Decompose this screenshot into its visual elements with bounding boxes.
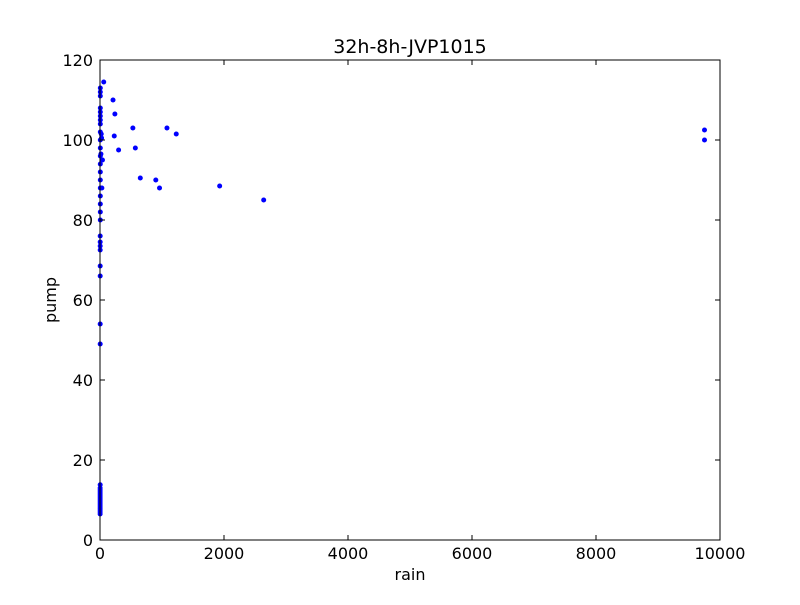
- data-point: [261, 197, 267, 203]
- data-point: [101, 79, 107, 85]
- data-point: [702, 137, 707, 143]
- data-point: [157, 185, 163, 191]
- y-tick-label: 40: [73, 371, 93, 390]
- x-tick-label: 0: [95, 544, 105, 563]
- data-point: [98, 151, 104, 157]
- y-axis-title: pump: [41, 277, 60, 323]
- data-point: [137, 175, 143, 181]
- x-axis-title: rain: [395, 565, 426, 584]
- data-point: [153, 177, 159, 183]
- plot-frame: [99, 59, 721, 541]
- data-point: [99, 157, 105, 163]
- y-tick-label: 100: [62, 131, 93, 150]
- data-point: [111, 133, 117, 139]
- data-point: [132, 145, 138, 151]
- x-tick-label: 6000: [452, 544, 493, 563]
- data-point: [112, 111, 118, 117]
- chart-title: 32h-8h-JVP1015: [333, 36, 487, 58]
- ticks-layer: 0 2000 4000 6000 8000 10000 0 20 40 60 80 100 120: [62, 51, 745, 563]
- data-point: [164, 125, 170, 131]
- y-tick-label: 80: [73, 211, 93, 230]
- y-tick-label: 0: [83, 531, 93, 550]
- data-point: [702, 127, 707, 133]
- x-tick-label: 4000: [328, 544, 369, 563]
- x-tick-label: 2000: [204, 544, 245, 563]
- data-point: [110, 97, 116, 103]
- data-point: [217, 183, 223, 189]
- points-layer: [97, 79, 707, 517]
- y-tick-label: 20: [73, 451, 93, 470]
- data-point: [130, 125, 136, 131]
- x-tick-label: 10000: [695, 544, 746, 563]
- y-tick-label: 60: [73, 291, 93, 310]
- data-point: [173, 131, 179, 137]
- y-tick-label: 120: [62, 51, 93, 70]
- data-point: [116, 147, 122, 153]
- x-tick-label: 8000: [576, 544, 617, 563]
- data-point: [99, 185, 105, 191]
